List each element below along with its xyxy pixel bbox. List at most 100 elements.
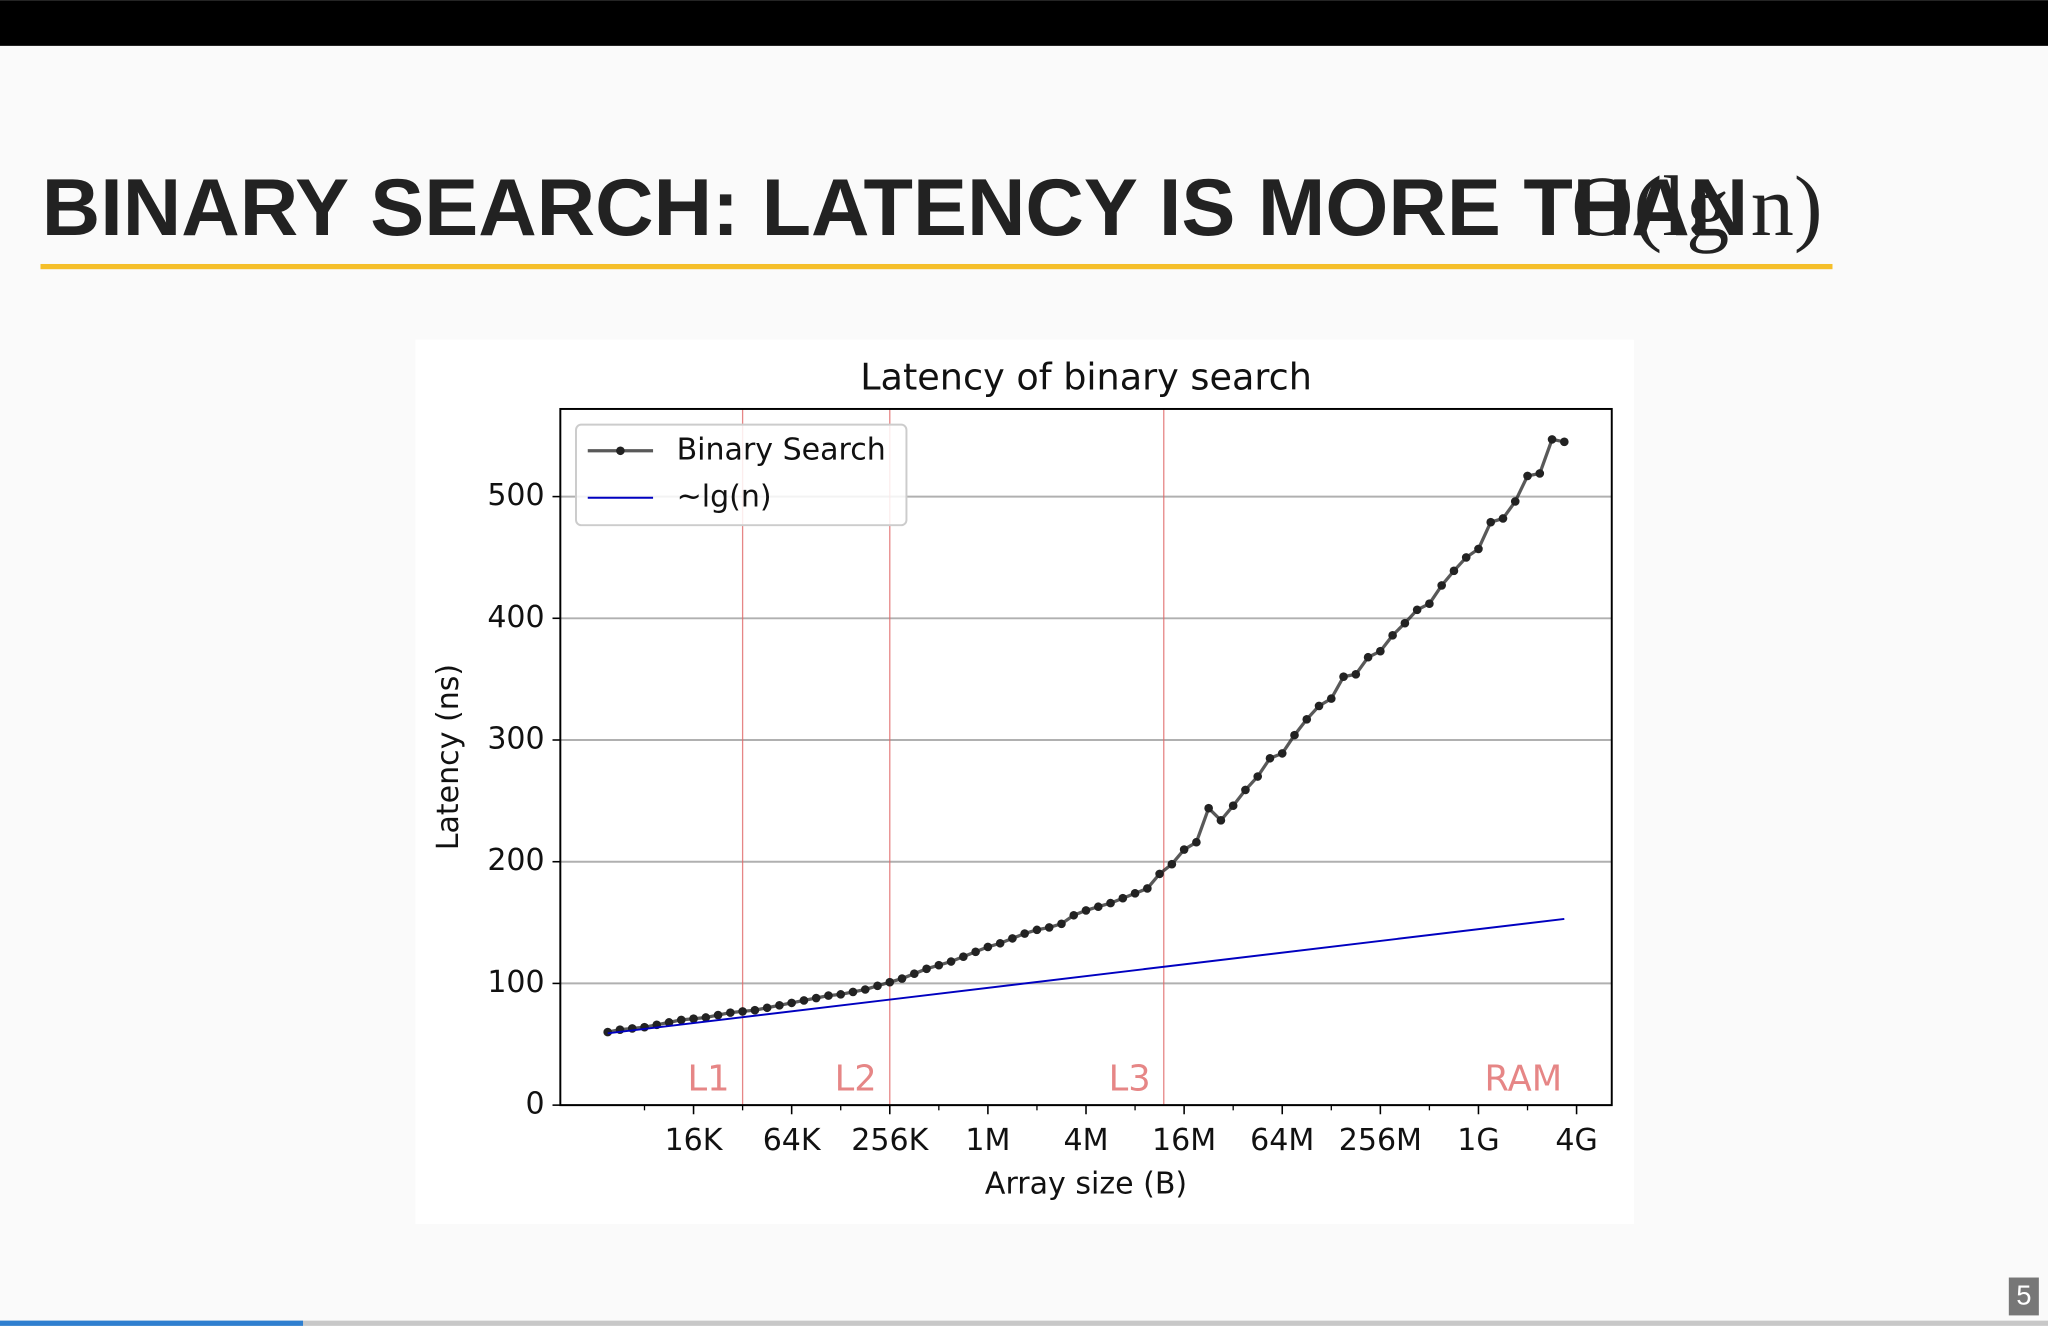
x-tick-label: 16K bbox=[665, 1123, 724, 1158]
data-point bbox=[1388, 631, 1397, 640]
data-point bbox=[1535, 469, 1545, 478]
data-point bbox=[1461, 553, 1471, 562]
data-point bbox=[934, 960, 944, 970]
data-point bbox=[983, 942, 993, 952]
y-tick-label: 400 bbox=[487, 600, 544, 635]
data-point bbox=[1314, 701, 1324, 711]
x-tick-label: 64K bbox=[763, 1123, 822, 1158]
x-tick-label: 256M bbox=[1339, 1123, 1422, 1158]
data-point bbox=[910, 969, 919, 978]
data-point bbox=[750, 1005, 760, 1015]
data-point bbox=[1437, 581, 1446, 590]
data-point bbox=[946, 957, 956, 966]
data-point bbox=[1093, 902, 1103, 912]
data-point bbox=[1106, 898, 1115, 908]
data-point bbox=[1241, 785, 1250, 795]
legend-box bbox=[575, 423, 908, 527]
data-point bbox=[713, 1010, 723, 1020]
legend-label: Binary Search bbox=[677, 432, 886, 467]
data-point bbox=[1560, 437, 1569, 447]
data-point bbox=[836, 990, 846, 999]
data-point bbox=[1547, 435, 1557, 444]
page-number: 5 bbox=[2016, 1279, 2031, 1310]
data-point bbox=[1376, 646, 1385, 656]
data-point bbox=[1363, 652, 1373, 662]
data-point bbox=[775, 1001, 784, 1010]
data-point bbox=[1130, 889, 1140, 898]
data-point bbox=[824, 991, 833, 1000]
data-point bbox=[1351, 669, 1361, 679]
x-tick-label: 1G bbox=[1457, 1123, 1499, 1158]
data-point bbox=[738, 1007, 747, 1016]
x-tick-label: 4G bbox=[1555, 1123, 1597, 1158]
data-point bbox=[811, 993, 821, 1003]
data-point bbox=[1143, 884, 1152, 893]
region-label: L1 bbox=[687, 1058, 729, 1099]
data-point bbox=[1032, 925, 1042, 935]
region-label: RAM bbox=[1485, 1058, 1563, 1099]
data-point bbox=[995, 938, 1005, 948]
data-point bbox=[1326, 694, 1336, 703]
y-tick-label: 0 bbox=[526, 1087, 545, 1122]
data-point bbox=[848, 987, 858, 997]
x-axis-label: Array size (B) bbox=[985, 1166, 1187, 1201]
data-point bbox=[1204, 803, 1213, 813]
data-point bbox=[1192, 837, 1201, 847]
data-point bbox=[1167, 859, 1177, 869]
y-tick-label: 100 bbox=[487, 965, 544, 1000]
data-point bbox=[1081, 906, 1091, 915]
data-point bbox=[1523, 471, 1532, 481]
y-tick-label: 300 bbox=[487, 722, 544, 757]
data-point bbox=[762, 1003, 772, 1013]
data-point bbox=[1057, 919, 1066, 929]
data-point bbox=[1486, 517, 1496, 527]
data-point bbox=[689, 1014, 698, 1024]
y-tick-label: 500 bbox=[487, 478, 544, 513]
data-point bbox=[1498, 514, 1508, 523]
data-point bbox=[885, 977, 895, 987]
plot-frame bbox=[559, 407, 1613, 1107]
data-point bbox=[1069, 910, 1079, 920]
data-point bbox=[1020, 929, 1029, 938]
chart: Latency of binary search Array size (B) La… bbox=[431, 355, 1613, 1201]
data-point bbox=[1277, 749, 1287, 758]
data-point bbox=[1253, 772, 1263, 781]
data-point bbox=[1339, 672, 1348, 682]
data-point bbox=[1216, 816, 1226, 825]
data-point bbox=[1044, 923, 1054, 932]
region-label: L3 bbox=[1109, 1058, 1151, 1099]
data-point bbox=[1155, 869, 1164, 879]
page-number-box bbox=[2008, 1277, 2039, 1316]
top-bar bbox=[0, 0, 2048, 46]
data-point bbox=[1400, 618, 1410, 628]
data-point bbox=[664, 1018, 674, 1027]
x-tick-label: 1M bbox=[965, 1123, 1010, 1158]
data-point bbox=[701, 1013, 711, 1022]
data-point bbox=[1302, 715, 1312, 724]
data-point bbox=[1118, 893, 1128, 903]
data-point bbox=[1412, 605, 1422, 615]
data-point bbox=[897, 974, 907, 983]
title-underline bbox=[40, 263, 1833, 270]
data-point bbox=[1008, 934, 1017, 943]
y-tick-label: 200 bbox=[487, 843, 544, 878]
slide-title-math: O(lg n) bbox=[1571, 158, 1822, 254]
legend-marker bbox=[616, 446, 625, 456]
progress-track bbox=[0, 1320, 2048, 1326]
y-axis-label: Latency (ns) bbox=[431, 664, 466, 850]
progress-bar bbox=[0, 1320, 304, 1326]
data-point bbox=[1474, 544, 1483, 554]
data-point bbox=[787, 998, 796, 1008]
data-point bbox=[799, 996, 809, 1005]
data-point bbox=[1179, 845, 1189, 854]
data-point bbox=[1449, 566, 1459, 576]
data-point bbox=[676, 1015, 686, 1025]
data-point bbox=[1228, 801, 1238, 811]
data-point bbox=[873, 981, 882, 991]
data-point bbox=[1510, 497, 1520, 506]
chart-title: Latency of binary search bbox=[860, 355, 1312, 398]
data-point bbox=[726, 1008, 735, 1017]
data-point bbox=[922, 964, 931, 974]
slide-title: BINARY SEARCH: LATENCY IS MORE THAN bbox=[42, 163, 1748, 253]
